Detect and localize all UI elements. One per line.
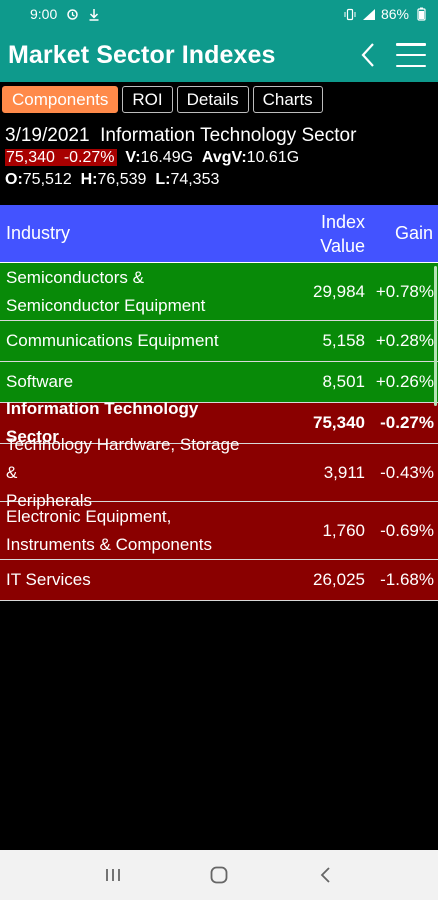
industry-name-line1: Electronic Equipment, — [6, 506, 172, 526]
gain-value: -0.43% — [380, 462, 434, 482]
index-value: 3,911 — [323, 462, 365, 482]
industry-name: Electronic Equipment, Instruments & Comp… — [0, 503, 245, 559]
back-icon[interactable] — [305, 855, 345, 895]
menu-bar-line — [396, 64, 426, 67]
summary-high: 76,539 — [97, 171, 147, 188]
avg-volume-label: AvgV: — [201, 149, 247, 166]
high-label: H: — [80, 171, 98, 188]
table-row[interactable]: IT Services 26,025 -1.68% — [0, 560, 438, 601]
gain-value: -1.68% — [380, 570, 434, 589]
menu-bar-line — [396, 53, 426, 57]
index-value: 8,501 — [322, 372, 365, 391]
status-time: 9:00 — [30, 6, 58, 22]
industry-name-line1: Technology Hardware, Storage & — [6, 434, 240, 482]
table-row[interactable]: Semiconductors & Semiconductor Equipment… — [0, 263, 438, 321]
summary-change: -0.27% — [63, 149, 115, 166]
price-change-box: 75,340 -0.27% — [5, 149, 117, 166]
industry-name: Software — [6, 372, 74, 391]
index-value: 75,340 — [313, 413, 365, 432]
table-row-sector-total[interactable]: Information Technology Sector 75,340 -0.… — [0, 399, 438, 446]
table-row[interactable]: Software 8,501 +0.26% — [0, 362, 438, 403]
open-label: O: — [5, 171, 23, 188]
system-nav-bar — [0, 850, 438, 900]
signal-icon — [362, 7, 376, 21]
index-value: 1,760 — [322, 520, 365, 540]
summary-ohl-line: O:75,512 H:76,539 L:74,353 — [5, 169, 435, 191]
industry-name: Information Technology Sector — [6, 399, 199, 446]
tab-roi[interactable]: ROI — [122, 86, 173, 113]
volume-label: V: — [125, 149, 141, 166]
industry-name-line2: Instruments & Components — [6, 534, 212, 554]
header-industry[interactable]: Industry — [6, 223, 71, 243]
gain-value: -0.69% — [380, 520, 434, 540]
summary-open: 75,512 — [22, 171, 72, 188]
industry-table: Industry Index Value Gain Semiconductors… — [0, 205, 438, 601]
app-title: Market Sector Indexes — [8, 40, 276, 69]
low-label: L: — [155, 171, 171, 188]
tab-bar: Components ROI Details Charts — [2, 86, 323, 113]
summary-low: 74,353 — [170, 171, 220, 188]
summary-avg-volume: 10.61G — [246, 149, 300, 166]
header-gain[interactable]: Gain — [394, 223, 433, 243]
index-value: 29,984 — [313, 281, 365, 301]
header-value-line1: Index — [320, 211, 365, 232]
vibrate-icon — [343, 7, 357, 21]
gain-value: +0.28% — [375, 331, 434, 350]
scrollbar[interactable] — [434, 266, 437, 406]
battery-percent: 86% — [380, 6, 409, 22]
tab-details[interactable]: Details — [176, 86, 249, 113]
table-row[interactable]: Technology Hardware, Storage & Periphera… — [0, 435, 438, 510]
header-index-value[interactable]: Index Value — [295, 210, 365, 258]
hamburger-menu-icon[interactable] — [396, 40, 426, 70]
header-value-line2: Value — [320, 235, 365, 256]
menu-bar-line — [396, 43, 426, 46]
gain-value: +0.78% — [375, 281, 434, 301]
table-row[interactable]: Electronic Equipment, Instruments & Comp… — [0, 502, 438, 560]
back-chevron-icon[interactable] — [354, 40, 382, 70]
table-header: Industry Index Value Gain — [0, 205, 438, 263]
status-bar: 9:00 86% — [0, 0, 438, 28]
tab-components[interactable]: Components — [2, 86, 119, 113]
gain-value: -0.27% — [380, 413, 434, 432]
summary-sector: Information Technology Sector — [100, 125, 357, 146]
industry-name: Semiconductors & Semiconductor Equipment — [0, 264, 245, 320]
industry-name: IT Services — [6, 570, 91, 589]
recents-icon[interactable] — [93, 855, 133, 895]
summary-heading: 3/19/2021 Information Technology Sector — [5, 125, 435, 147]
index-value: 26,025 — [313, 570, 365, 589]
summary-price-line: 75,340 -0.27% V:16.49G AvgV:10.61G — [5, 147, 435, 169]
download-icon — [87, 7, 101, 21]
gain-value: +0.26% — [375, 372, 434, 391]
industry-name-line1: Semiconductors & — [6, 267, 144, 287]
industry-name: Technology Hardware, Storage & Periphera… — [0, 431, 245, 515]
app-bar: Market Sector Indexes — [0, 28, 438, 82]
summary-price: 75,340 — [6, 149, 55, 166]
index-value: 5,158 — [322, 331, 365, 350]
alarm-sync-icon — [65, 7, 79, 21]
summary-volume: 16.49G — [140, 149, 194, 166]
home-icon[interactable] — [199, 855, 239, 895]
table-row[interactable]: Communications Equipment 5,158 +0.28% — [0, 321, 438, 362]
battery-icon — [414, 7, 428, 21]
summary-date: 3/19/2021 — [5, 125, 90, 146]
sector-summary: 3/19/2021 Information Technology Sector … — [5, 125, 435, 191]
industry-name-line2: Peripherals — [6, 490, 92, 510]
tab-charts[interactable]: Charts — [252, 86, 323, 113]
industry-name-line2: Semiconductor Equipment — [6, 295, 206, 315]
industry-name: Communications Equipment — [6, 331, 219, 350]
